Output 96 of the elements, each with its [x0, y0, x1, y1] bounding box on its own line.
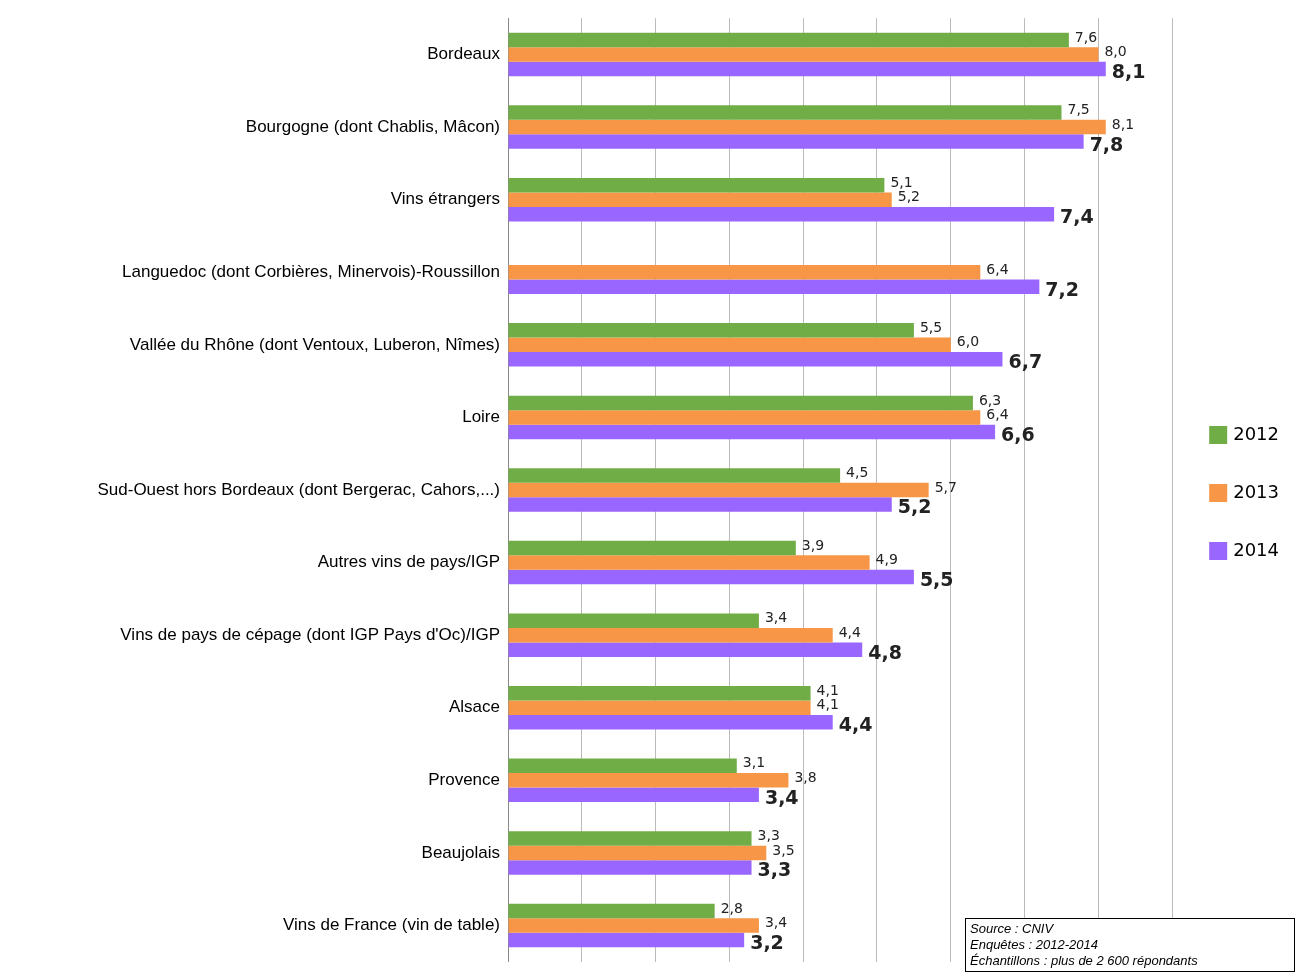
annotation: Source : CNIV — [970, 921, 1055, 937]
bar — [508, 569, 914, 585]
bar — [508, 758, 737, 774]
data-label: 3,4 — [764, 609, 788, 626]
bar — [508, 352, 1003, 367]
bar — [508, 685, 811, 701]
data-label: 3,5 — [772, 841, 795, 858]
legend-label: 2013 — [1233, 480, 1279, 502]
data-label: 4,4 — [838, 623, 862, 640]
bar — [508, 177, 885, 193]
bar — [508, 105, 1062, 120]
bar — [508, 410, 981, 425]
data-label: 2,8 — [720, 899, 743, 916]
data-label: 3,4 — [764, 914, 788, 931]
bar — [508, 323, 914, 338]
bar — [508, 468, 841, 483]
bar — [508, 642, 863, 657]
y-tick-label: Beaujolais — [421, 842, 500, 862]
data-label: 5,2 — [897, 188, 921, 205]
bar — [508, 192, 892, 207]
legend-label: 2012 — [1233, 422, 1279, 444]
data-label: 4,4 — [838, 713, 873, 736]
bar — [508, 555, 870, 570]
data-label: 4,1 — [816, 696, 839, 713]
data-label: 5,5 — [919, 318, 943, 335]
bar — [508, 279, 1040, 295]
bar — [508, 715, 833, 730]
y-tick-label: Vins étrangers — [390, 189, 500, 209]
annotation: Enquêtes : 2012-2014 — [970, 937, 1099, 953]
data-label: 3,9 — [801, 536, 825, 553]
data-label: 5,1 — [890, 173, 913, 190]
data-label: 8,0 — [1104, 43, 1127, 60]
y-tick-label: Loire — [462, 407, 500, 427]
bar — [508, 264, 981, 280]
y-tick-label: Vallée du Rhône (dont Ventoux, Luberon, Nîmes) — [129, 334, 500, 354]
data-label: 3,3 — [757, 858, 792, 881]
bar — [508, 700, 811, 716]
y-tick-label: Vins de pays de cépage (dont IGP Pays d'Oc)/IGP — [120, 624, 500, 644]
bar — [508, 918, 759, 933]
data-label: 4,9 — [875, 551, 898, 568]
y-tick-label: Provence — [428, 770, 500, 790]
bar — [508, 424, 996, 440]
bar — [508, 497, 892, 512]
bar — [508, 613, 759, 628]
data-label: 4,8 — [868, 640, 902, 663]
data-label: 8,1 — [1111, 59, 1146, 82]
data-label: 8,1 — [1111, 115, 1135, 132]
y-tick-label: Alsace — [448, 697, 500, 717]
data-label: 4,5 — [846, 464, 869, 481]
bar — [508, 47, 1099, 62]
data-label: 3,4 — [764, 785, 799, 808]
data-label: 7,5 — [1067, 101, 1090, 118]
bar — [508, 395, 973, 411]
bar — [508, 932, 745, 948]
bar — [508, 845, 767, 861]
data-label: 7,4 — [1060, 205, 1094, 228]
bar — [508, 119, 1106, 135]
bar — [508, 337, 951, 353]
bar — [508, 134, 1084, 149]
bar — [508, 32, 1069, 48]
data-label: 5,2 — [897, 495, 932, 518]
data-label: 5,7 — [934, 478, 957, 495]
data-label: 6,7 — [1008, 350, 1043, 373]
bar — [508, 787, 759, 803]
data-label: 6,3 — [978, 391, 1002, 408]
bar — [508, 482, 929, 498]
data-label: 6,4 — [986, 406, 1009, 423]
bar — [508, 540, 796, 556]
data-label: 6,6 — [1001, 422, 1035, 445]
data-label: 3,3 — [757, 827, 780, 844]
data-label: 3,1 — [742, 754, 766, 771]
data-label: 3,8 — [794, 768, 817, 785]
data-label: 7,8 — [1089, 132, 1124, 155]
data-label: 3,2 — [750, 930, 784, 953]
data-label: 7,6 — [1074, 28, 1098, 45]
data-label: 6,0 — [956, 333, 980, 350]
data-label: 4,1 — [816, 681, 839, 698]
legend-label: 2014 — [1233, 538, 1279, 560]
bar — [508, 860, 752, 875]
bar — [508, 206, 1055, 222]
data-label: 6,4 — [986, 260, 1009, 277]
bar — [508, 773, 789, 788]
data-label: 7,2 — [1045, 277, 1080, 300]
y-tick-label: Vins de France (vin de table) — [282, 915, 500, 935]
data-label: 5,5 — [919, 568, 954, 591]
y-tick-label: Autres vins de pays/IGP — [317, 552, 500, 572]
y-tick-label: Bourgogne (dont Chablis, Mâcon) — [245, 116, 500, 136]
y-tick-label: Bordeaux — [427, 44, 501, 64]
y-tick-label: Sud-Ouest hors Bordeaux (dont Bergerac, Cahors,...) — [97, 479, 500, 499]
bar — [508, 61, 1106, 77]
bar — [508, 831, 752, 846]
source-note-box: Source : CNIV Enquêtes : 2012-2014 Échantillons : plus de 2 600 répondants — [965, 918, 1295, 972]
annotation: Échantillons : plus de 2 600 répondants — [970, 953, 1199, 969]
bar — [508, 903, 715, 919]
bar — [508, 627, 833, 643]
y-tick-label: Languedoc (dont Corbières, Minervois)-Roussillon — [122, 261, 500, 281]
